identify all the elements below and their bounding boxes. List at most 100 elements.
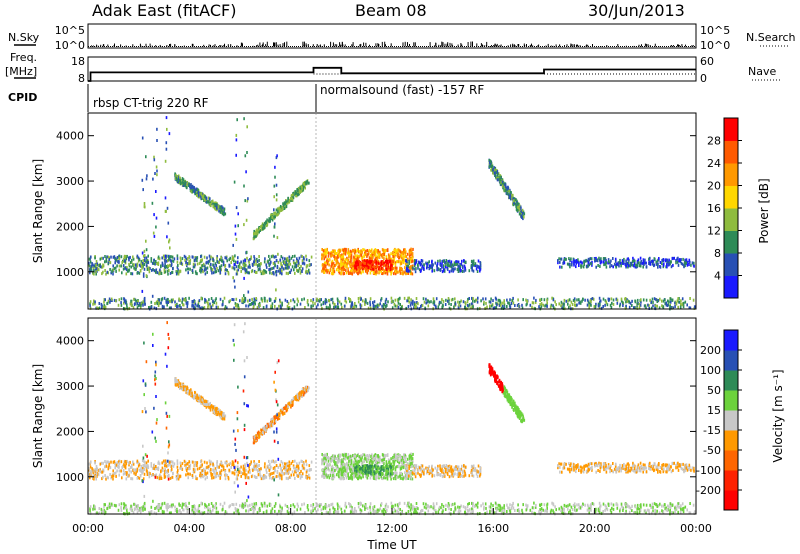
power-cell: [369, 271, 372, 275]
power-cell: [286, 256, 289, 260]
velocity-cell: [210, 510, 213, 514]
power-cell: [217, 205, 220, 209]
power-cell: [168, 132, 171, 136]
power-cell: [148, 306, 150, 309]
power-cell: [450, 303, 452, 306]
power-cell: [334, 250, 336, 254]
power-cell: [612, 302, 615, 306]
power-cell: [483, 302, 485, 306]
power-cell: [206, 260, 208, 264]
power-cell: [142, 254, 145, 258]
velocity-cell: [137, 504, 139, 508]
power-cell: [462, 300, 465, 304]
power-cell: [483, 300, 485, 304]
velocity-cell: [592, 502, 595, 506]
velocity-cell: [413, 511, 415, 515]
power-cell: [526, 299, 529, 303]
power-cell: [123, 297, 125, 301]
velocity-cell: [590, 505, 592, 509]
power-cell: [211, 268, 214, 272]
velocity-cell: [405, 511, 407, 515]
power-cell: [382, 251, 385, 255]
power-cell: [129, 302, 132, 306]
power-cell: [413, 267, 415, 271]
power-cell: [399, 250, 402, 254]
velocity-cell: [680, 504, 682, 508]
power-cell: [246, 151, 248, 154]
power-cell: [685, 258, 688, 262]
power-cell: [210, 305, 213, 309]
power-cell: [247, 197, 249, 201]
power-cell: [447, 261, 449, 265]
power-cell: [344, 304, 346, 308]
velocity-cell: [369, 508, 372, 512]
power-cell: [580, 265, 582, 269]
power-cell: [441, 265, 443, 269]
power-cell: [651, 297, 654, 301]
power-cell: [640, 298, 642, 302]
power-cell: [502, 181, 505, 185]
velocity-cell: [555, 508, 557, 512]
power-cell: [366, 249, 369, 252]
velocity-cell: [677, 510, 679, 514]
power-cell: [409, 267, 411, 271]
velocity-cell: [464, 507, 467, 511]
power-cell: [190, 183, 192, 187]
power-cell: [407, 272, 410, 275]
power-cell: [165, 256, 167, 260]
power-cell: [370, 249, 372, 253]
power-cell: [354, 266, 356, 270]
power-cell: [240, 266, 243, 270]
power-cell: [409, 303, 412, 307]
power-cell: [543, 298, 546, 302]
power-cell: [564, 257, 566, 261]
power-cell: [198, 299, 201, 303]
power-cell: [500, 306, 503, 310]
power-cell: [330, 264, 332, 268]
power-cell: [222, 263, 225, 267]
power-cell: [164, 259, 166, 262]
velocity-cell: [475, 503, 478, 507]
power-cell: [428, 300, 431, 304]
power-cell: [205, 200, 208, 204]
velocity-cell: [671, 503, 674, 507]
power-cell: [310, 263, 312, 267]
power-cell: [385, 260, 387, 263]
power-cell: [398, 297, 400, 301]
velocity-cell: [610, 511, 613, 514]
power-cell: [407, 305, 410, 308]
power-cell: [421, 259, 424, 263]
power-cell: [571, 303, 574, 306]
power-cell: [417, 266, 419, 270]
power-cell: [664, 298, 666, 302]
power-cell: [284, 205, 287, 209]
power-cell: [625, 300, 627, 304]
power-cell: [226, 306, 228, 310]
velocity-cell: [307, 508, 310, 512]
power-cell: [324, 248, 326, 252]
power-cell: [245, 218, 248, 222]
power-cell: [278, 304, 280, 308]
power-cell: [662, 299, 665, 303]
power-cell: [669, 300, 672, 304]
power-cell: [159, 268, 161, 272]
velocity-cell: [228, 505, 230, 509]
power-cell: [397, 255, 399, 258]
power-cell: [681, 303, 684, 307]
velocity-cell: [248, 508, 251, 512]
power-cell: [496, 176, 498, 180]
velocity-cell: [458, 505, 461, 509]
power-cell: [374, 257, 377, 261]
power-cell: [128, 306, 131, 310]
nave-ytick-bottom: 0: [700, 72, 707, 85]
velocity-cell: [590, 508, 592, 512]
velocity-cell: [143, 504, 146, 508]
velocity-cell: [675, 506, 678, 510]
velocity-cell: [493, 511, 496, 515]
power-cell: [509, 194, 511, 198]
power-cell: [343, 272, 346, 275]
velocity-cell: [264, 504, 266, 508]
power-cell: [426, 263, 428, 266]
power-cell: [603, 263, 605, 267]
power-cell: [165, 265, 167, 268]
